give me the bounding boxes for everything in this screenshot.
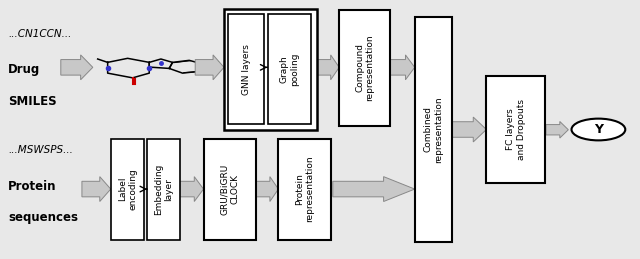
Bar — [224, 9, 317, 130]
Polygon shape — [82, 177, 111, 202]
Text: Drug: Drug — [8, 63, 40, 76]
Polygon shape — [317, 55, 339, 80]
Polygon shape — [61, 55, 93, 80]
Text: FC layers
and Dropouts: FC layers and Dropouts — [506, 99, 525, 160]
Text: Protein: Protein — [8, 180, 57, 193]
Bar — [339, 10, 390, 126]
Text: GRU/BiGRU
CLOCK: GRU/BiGRU CLOCK — [220, 163, 239, 215]
Bar — [486, 76, 545, 183]
Text: Graph
pooling: Graph pooling — [280, 53, 299, 86]
Polygon shape — [452, 117, 486, 142]
Text: Embedding
layer: Embedding layer — [154, 163, 173, 215]
Polygon shape — [195, 55, 224, 80]
Polygon shape — [256, 177, 278, 202]
Polygon shape — [546, 121, 568, 138]
Bar — [268, 14, 311, 124]
Text: Y: Y — [594, 123, 603, 136]
Bar — [278, 139, 331, 240]
Bar — [111, 139, 144, 240]
Text: Combined
representation: Combined representation — [424, 96, 443, 163]
Text: GNN layers: GNN layers — [241, 44, 251, 95]
Polygon shape — [179, 177, 204, 202]
Polygon shape — [390, 55, 415, 80]
Bar — [228, 14, 264, 124]
Polygon shape — [333, 177, 415, 202]
Bar — [147, 139, 180, 240]
Text: Label
encoding: Label encoding — [118, 168, 137, 210]
Bar — [204, 139, 256, 240]
Text: ...CN1CCN...: ...CN1CCN... — [8, 29, 72, 39]
Text: sequences: sequences — [8, 211, 78, 224]
Text: Compound
representation: Compound representation — [355, 35, 374, 101]
Text: ...MSWSPS...: ...MSWSPS... — [8, 145, 73, 155]
Bar — [415, 17, 452, 242]
Circle shape — [572, 119, 625, 140]
Text: Cl: Cl — [214, 61, 221, 67]
Text: Protein
representation: Protein representation — [295, 156, 314, 222]
Text: SMILES: SMILES — [8, 95, 57, 107]
